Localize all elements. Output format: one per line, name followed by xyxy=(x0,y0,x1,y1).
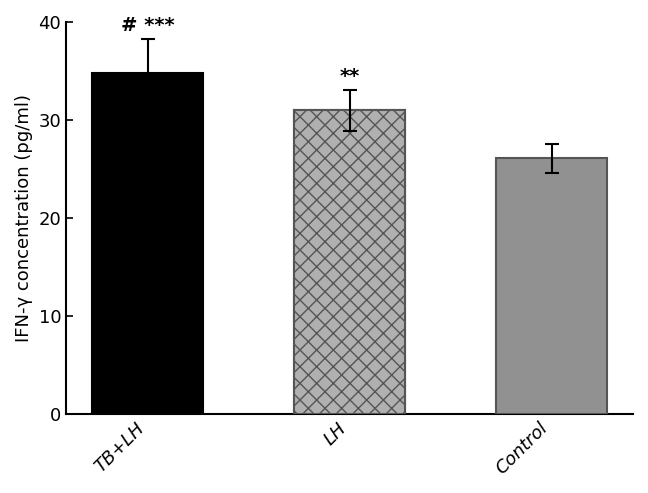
Bar xyxy=(496,158,607,414)
Text: # ***: # *** xyxy=(121,16,174,35)
Text: **: ** xyxy=(340,67,360,86)
Bar xyxy=(294,110,405,414)
Bar xyxy=(294,110,405,414)
Y-axis label: IFN-γ concentration (pg/ml): IFN-γ concentration (pg/ml) xyxy=(15,94,33,342)
Bar xyxy=(92,73,203,414)
